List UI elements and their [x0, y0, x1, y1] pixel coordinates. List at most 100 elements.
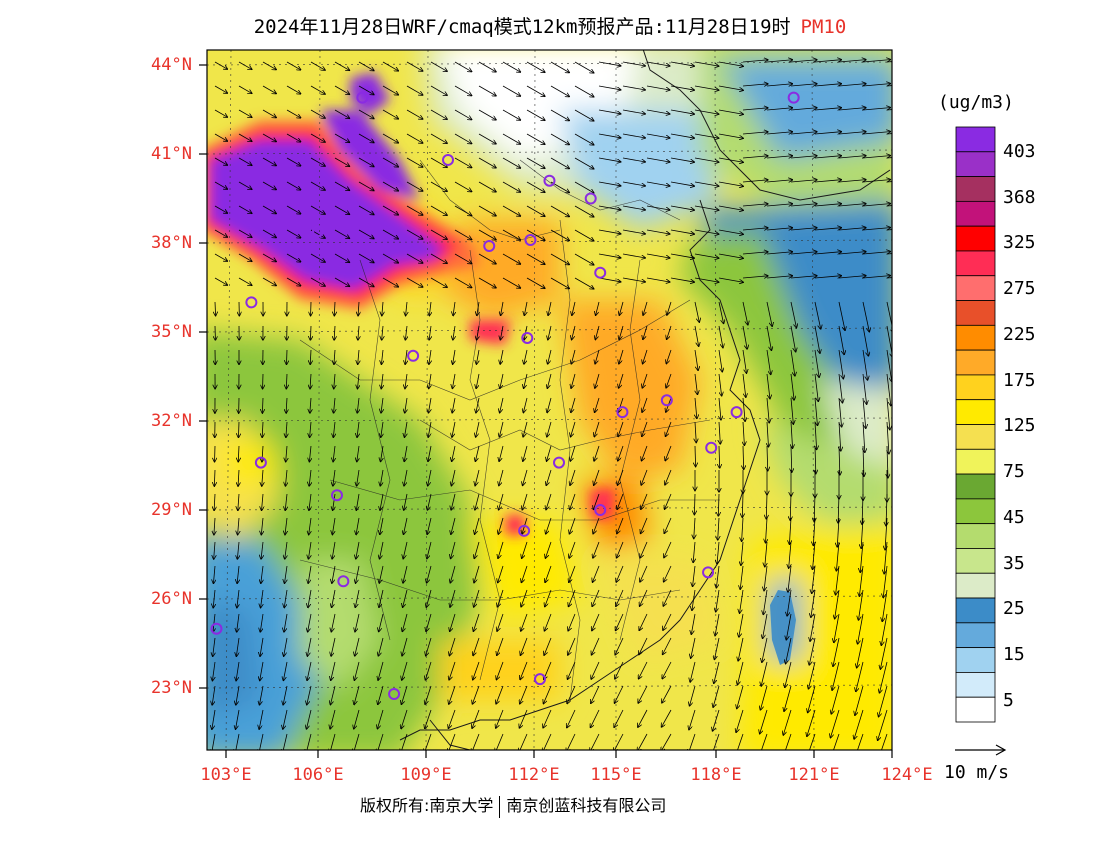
wind-arrow — [886, 397, 890, 430]
wind-arrow — [766, 156, 792, 158]
wind-arrow — [334, 205, 349, 214]
wind-arrow — [619, 325, 624, 339]
wind-arrow — [785, 661, 792, 687]
city-marker — [518, 524, 531, 537]
wind-arrow — [622, 205, 645, 210]
wind-arrow — [569, 517, 576, 534]
wind-arrow — [310, 253, 325, 262]
lat-label: 29°N — [151, 500, 192, 520]
wind-arrow — [333, 493, 335, 510]
wind-arrow — [380, 517, 384, 534]
wind-arrow — [838, 325, 844, 354]
wind-arrow — [547, 373, 552, 388]
city-marker — [730, 406, 743, 419]
wind-arrow — [214, 277, 227, 285]
colorbar-swatch — [955, 250, 996, 277]
wind-arrow — [593, 517, 600, 534]
wind-arrow — [550, 109, 569, 121]
wind-arrow — [662, 685, 672, 703]
wind-arrow — [478, 61, 496, 72]
wind-arrow — [619, 373, 624, 388]
wind-arrow — [639, 661, 648, 679]
wind-arrow — [791, 397, 793, 424]
wind-arrow — [430, 205, 447, 215]
wind-arrow — [862, 252, 890, 255]
wind-arrow — [502, 277, 520, 288]
wind-arrow — [737, 685, 744, 708]
wind-arrow — [334, 229, 349, 238]
city-marker — [337, 575, 350, 588]
colorbar-label: 225 — [1003, 324, 1036, 345]
wind-arrow — [477, 301, 479, 315]
wind-arrow — [574, 181, 594, 193]
wind-arrow — [742, 156, 768, 158]
wind-arrow — [334, 109, 349, 118]
wind-arrow — [646, 61, 670, 66]
wind-arrow — [406, 253, 423, 263]
city-marker — [388, 688, 401, 701]
wind-arrow — [475, 469, 480, 486]
wind-arrow — [310, 325, 311, 340]
wind-arrow — [694, 277, 719, 282]
wind-arrow — [286, 61, 301, 70]
wind-arrow — [406, 133, 423, 143]
wind-arrow — [838, 373, 842, 403]
wind-arrow — [713, 685, 720, 707]
wind-arrow — [354, 709, 360, 729]
wind-arrow — [548, 325, 552, 340]
wind-arrow — [354, 661, 360, 680]
wind-arrow — [568, 637, 576, 655]
wind-arrow — [381, 397, 383, 413]
wind-arrow — [429, 325, 431, 340]
wind-arrow — [358, 349, 359, 364]
wind-arrow — [716, 565, 720, 588]
lon-label: 115°E — [590, 765, 642, 785]
wind-arrow — [358, 325, 359, 340]
wind-arrow — [643, 301, 648, 315]
wind-arrow — [214, 253, 227, 261]
wind-arrow — [478, 253, 496, 264]
wind-arrow — [454, 205, 472, 216]
wind-arrow — [858, 589, 864, 620]
wind-arrow — [574, 253, 594, 265]
wind-arrow — [622, 109, 645, 114]
wind-arrow — [595, 397, 600, 412]
wind-arrow — [284, 637, 288, 656]
wind-arrow — [718, 181, 743, 186]
wind-arrow — [664, 517, 672, 533]
wind-arrow — [595, 325, 600, 339]
wind-arrow — [766, 517, 767, 543]
wind-arrow — [646, 157, 670, 162]
wind-arrow — [403, 517, 408, 534]
colorbar-swatch — [955, 548, 996, 574]
wind-arrow — [670, 133, 694, 138]
wind-arrow — [476, 349, 479, 364]
wind-arrow — [855, 685, 864, 715]
wind-arrow — [307, 661, 312, 680]
wind-arrow — [737, 733, 744, 750]
wind-arrow — [742, 84, 768, 86]
wind-arrow — [622, 229, 645, 234]
wind-arrow — [331, 661, 336, 680]
wind-arrow — [838, 84, 866, 87]
wind-arrow — [618, 445, 624, 461]
wind-arrow — [524, 373, 528, 388]
wind-arrow — [790, 325, 796, 352]
wind-arrow — [694, 301, 699, 322]
wind-arrow — [838, 301, 845, 330]
wind-arrow — [496, 661, 504, 680]
wind-arrow — [547, 421, 552, 437]
wind-arrow — [766, 84, 792, 86]
wind-arrow — [662, 709, 672, 727]
wind-arrow — [526, 133, 545, 144]
wind-arrow — [790, 204, 817, 206]
wind-arrow — [619, 301, 624, 315]
wind-arrow — [212, 685, 216, 705]
wind-arrow — [332, 565, 336, 583]
wind-arrow — [640, 589, 648, 606]
wind-arrow — [742, 493, 743, 517]
wind-arrow — [742, 132, 768, 134]
wind-arrow — [718, 85, 743, 90]
wind-arrow — [286, 277, 301, 286]
wind-arrow — [783, 709, 792, 735]
